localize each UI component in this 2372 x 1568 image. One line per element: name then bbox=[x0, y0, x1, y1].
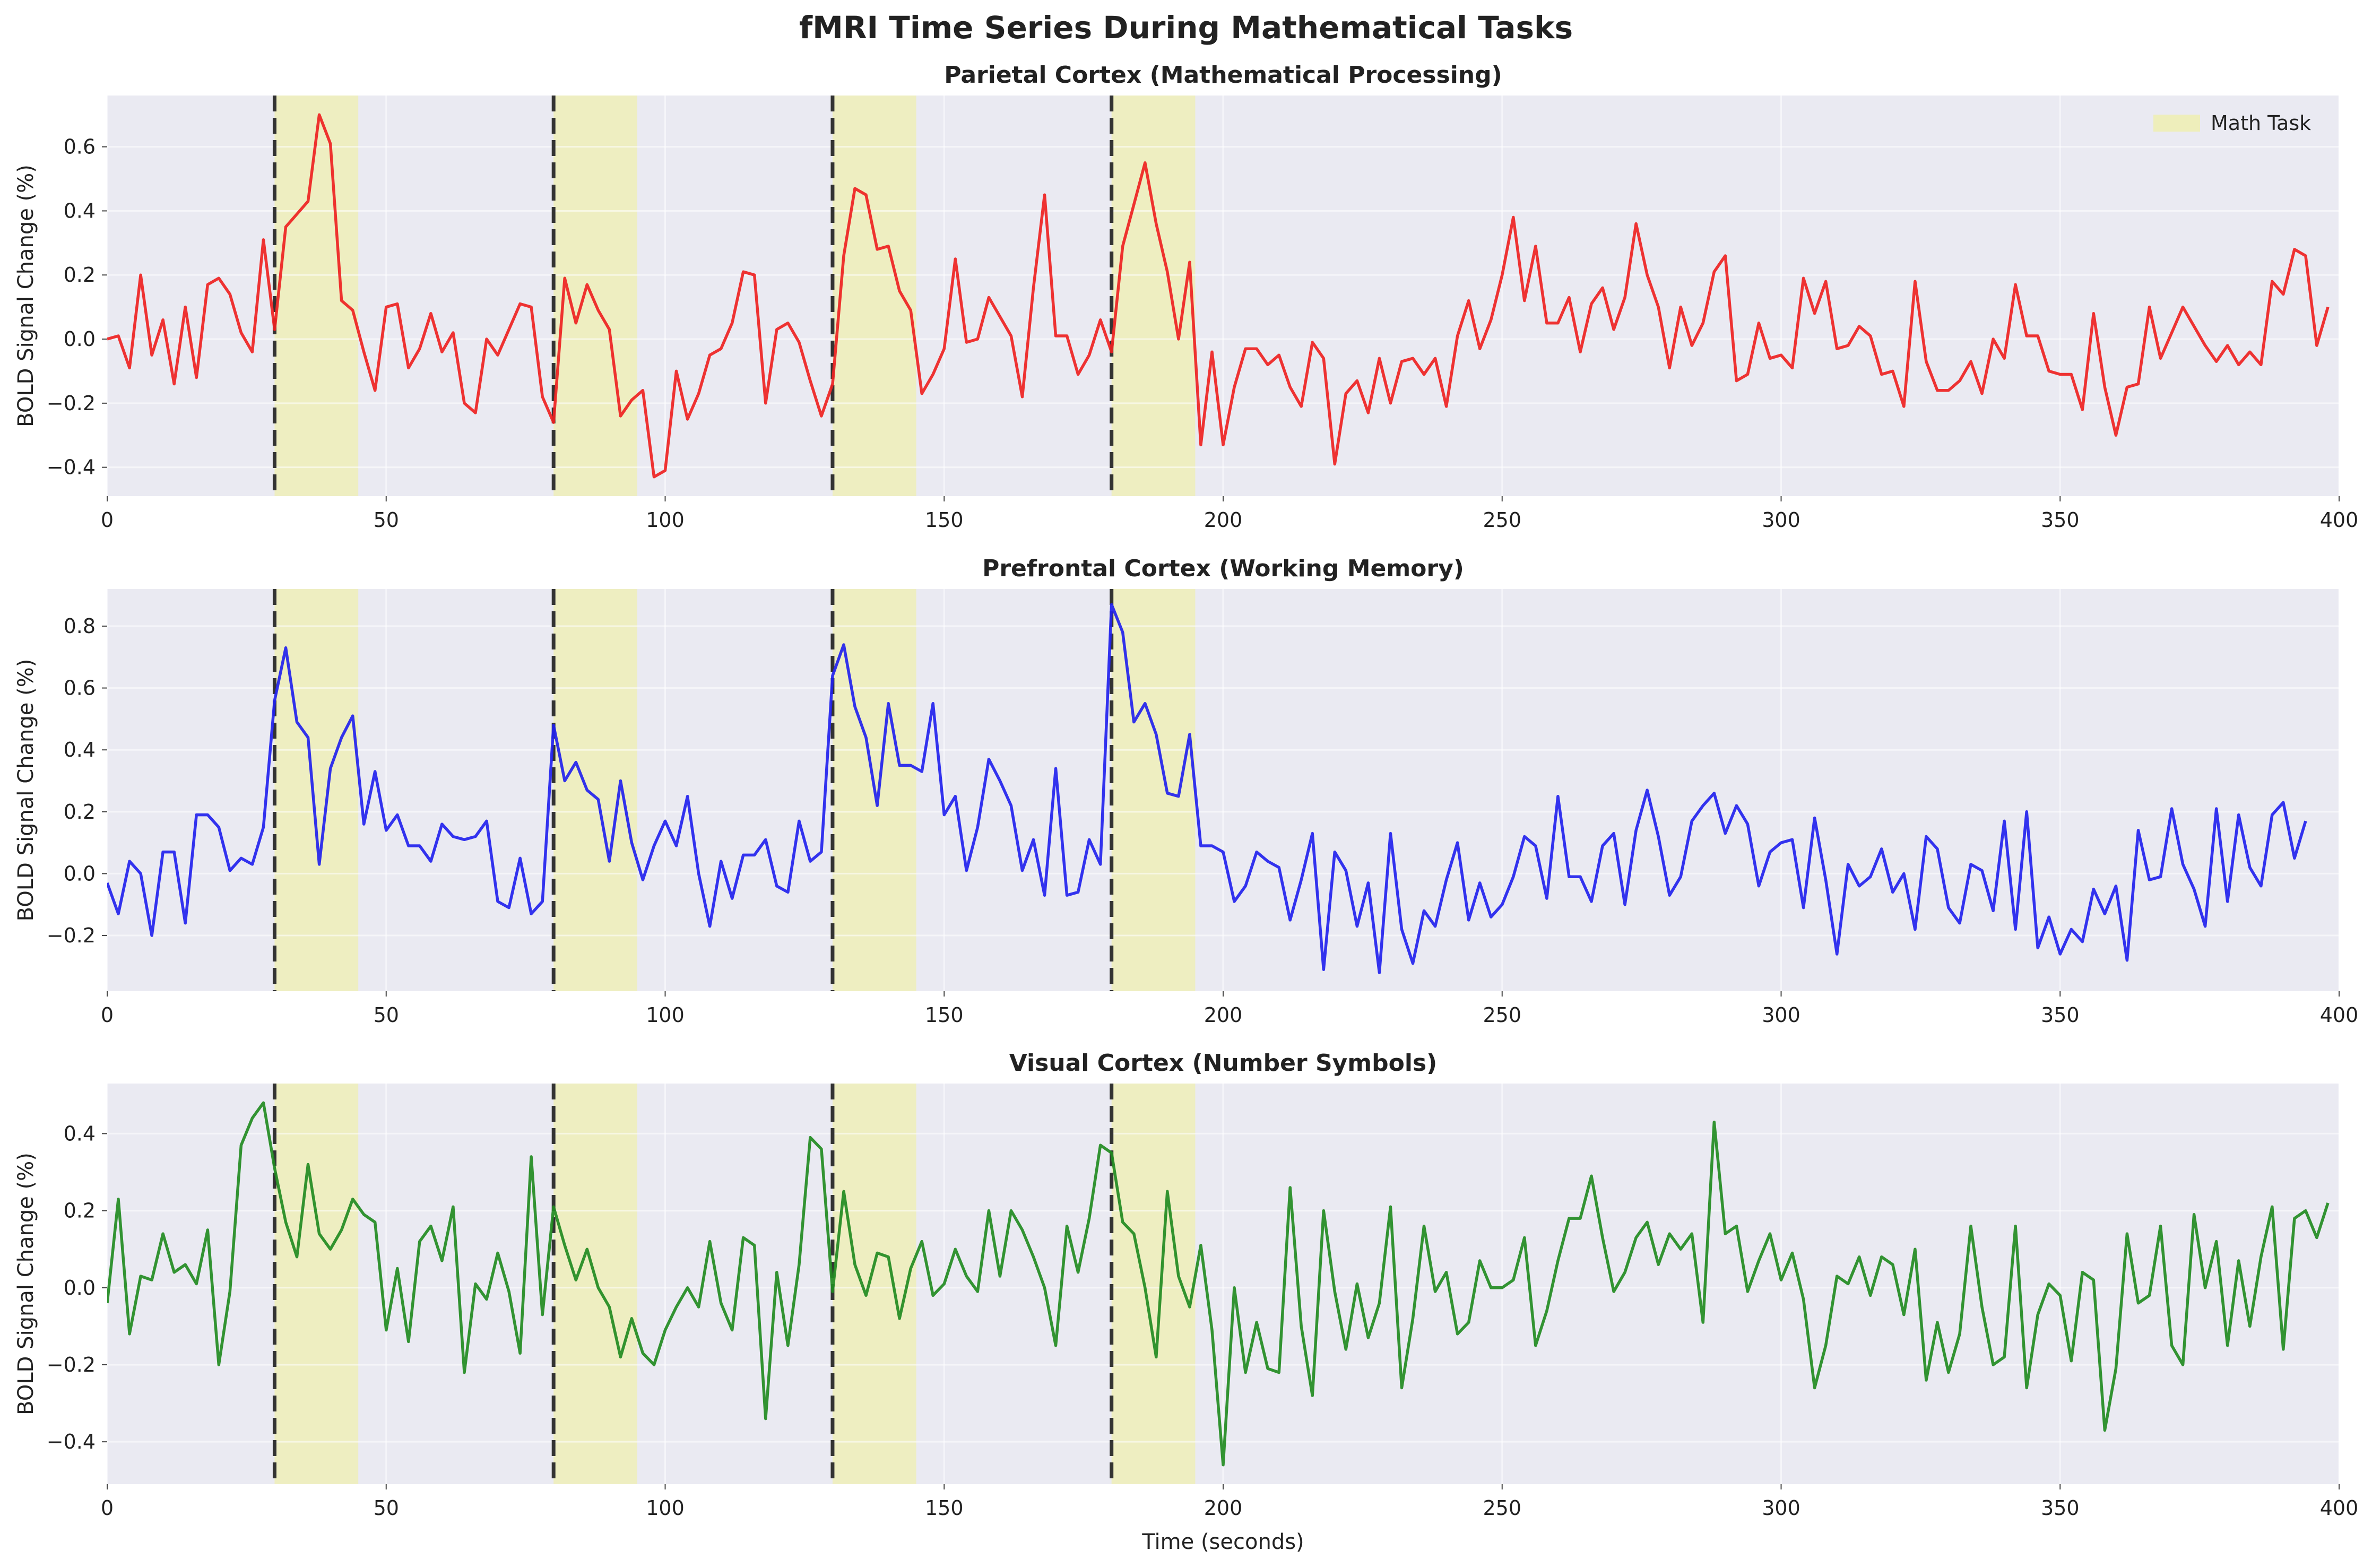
y-axis-label: BOLD Signal Change (%) bbox=[14, 659, 38, 922]
panel-title: Visual Cortex (Number Symbols) bbox=[1009, 1050, 1438, 1077]
task-block bbox=[553, 96, 637, 496]
x-tick-label: 50 bbox=[374, 508, 399, 532]
x-tick-label: 150 bbox=[925, 1003, 964, 1027]
series-line bbox=[107, 113, 2330, 479]
x-tick-label: 350 bbox=[2041, 1496, 2080, 1520]
legend-label: Math Task bbox=[2211, 111, 2311, 135]
task-block bbox=[832, 1084, 916, 1484]
panel-title: Parietal Cortex (Mathematical Processing… bbox=[944, 62, 1502, 89]
y-tick-label: 0.2 bbox=[64, 800, 96, 824]
x-tick-label: 400 bbox=[2320, 508, 2359, 532]
y-tick-label: 0.4 bbox=[64, 199, 96, 222]
x-tick-label: 350 bbox=[2041, 508, 2080, 532]
x-axis-label: Time (seconds) bbox=[1141, 1530, 1304, 1554]
y-tick-label: −0.2 bbox=[47, 924, 96, 947]
x-tick-label: 50 bbox=[374, 1003, 399, 1027]
y-axis-label: BOLD Signal Change (%) bbox=[14, 164, 38, 427]
x-tick-label: 400 bbox=[2320, 1496, 2359, 1520]
x-tick-label: 0 bbox=[101, 508, 114, 532]
task-block bbox=[274, 96, 359, 496]
y-tick-label: −0.2 bbox=[47, 1353, 96, 1376]
y-tick-label: 0.4 bbox=[64, 1122, 96, 1145]
series-line bbox=[107, 1101, 2330, 1467]
panel-2: 0 50 100 150 200 250 300 350 400 −0.2 0.0 0.2 0.4 0.6… bbox=[14, 555, 2358, 1027]
x-tick-label: 350 bbox=[2041, 1003, 2080, 1027]
y-tick-label: 0.0 bbox=[64, 327, 96, 351]
y-tick-label: 0.2 bbox=[64, 263, 96, 287]
x-tick-label: 200 bbox=[1204, 1003, 1243, 1027]
y-tick-label: −0.2 bbox=[47, 392, 96, 415]
y-tick-label: 0.8 bbox=[64, 614, 96, 638]
x-tick-label: 250 bbox=[1483, 1003, 1521, 1027]
figure-title: fMRI Time Series During Mathematical Tas… bbox=[799, 10, 1573, 46]
y-tick-label: −0.4 bbox=[47, 456, 96, 479]
y-tick-label: −0.4 bbox=[47, 1430, 96, 1453]
y-axis-label: BOLD Signal Change (%) bbox=[14, 1153, 38, 1415]
panel-3: 0 50 100 150 200 250 300 350 400 −0.4 −0.2 0.0 0.2 0.… bbox=[14, 1050, 2358, 1554]
x-tick-label: 150 bbox=[925, 508, 964, 532]
y-tick-label: 0.0 bbox=[64, 1276, 96, 1300]
x-tick-label: 150 bbox=[925, 1496, 964, 1520]
y-tick-label: 0.2 bbox=[64, 1199, 96, 1223]
legend: Math Task bbox=[2153, 111, 2311, 135]
x-tick-label: 300 bbox=[1762, 508, 1800, 532]
x-tick-label: 300 bbox=[1762, 1003, 1800, 1027]
x-tick-label: 200 bbox=[1204, 1496, 1243, 1520]
task-block bbox=[274, 589, 359, 991]
x-tick-label: 400 bbox=[2320, 1003, 2359, 1027]
x-tick-label: 0 bbox=[101, 1003, 114, 1027]
legend-swatch bbox=[2153, 115, 2200, 132]
y-tick-label: 0.4 bbox=[64, 738, 96, 761]
x-tick-label: 200 bbox=[1204, 508, 1243, 532]
y-tick-label: 0.6 bbox=[64, 677, 96, 700]
panel-title: Prefrontal Cortex (Working Memory) bbox=[982, 555, 1464, 582]
task-block bbox=[274, 1084, 359, 1484]
y-tick-label: 0.6 bbox=[64, 135, 96, 159]
x-tick-label: 0 bbox=[101, 1496, 114, 1520]
x-tick-label: 50 bbox=[374, 1496, 399, 1520]
x-tick-label: 250 bbox=[1483, 1496, 1521, 1520]
task-block bbox=[1111, 96, 1196, 496]
panel-1: 0 50 100 150 200 250 300 350 400 −0.4 −0.2 0.0 0.2 0.… bbox=[14, 62, 2358, 532]
y-tick-label: 0.0 bbox=[64, 862, 96, 885]
x-tick-label: 250 bbox=[1483, 508, 1521, 532]
x-tick-label: 100 bbox=[646, 1496, 685, 1520]
task-block bbox=[553, 1084, 637, 1484]
x-tick-label: 100 bbox=[646, 508, 685, 532]
task-block bbox=[553, 589, 637, 991]
series-line bbox=[107, 603, 2307, 974]
x-tick-label: 300 bbox=[1762, 1496, 1800, 1520]
x-tick-label: 100 bbox=[646, 1003, 685, 1027]
